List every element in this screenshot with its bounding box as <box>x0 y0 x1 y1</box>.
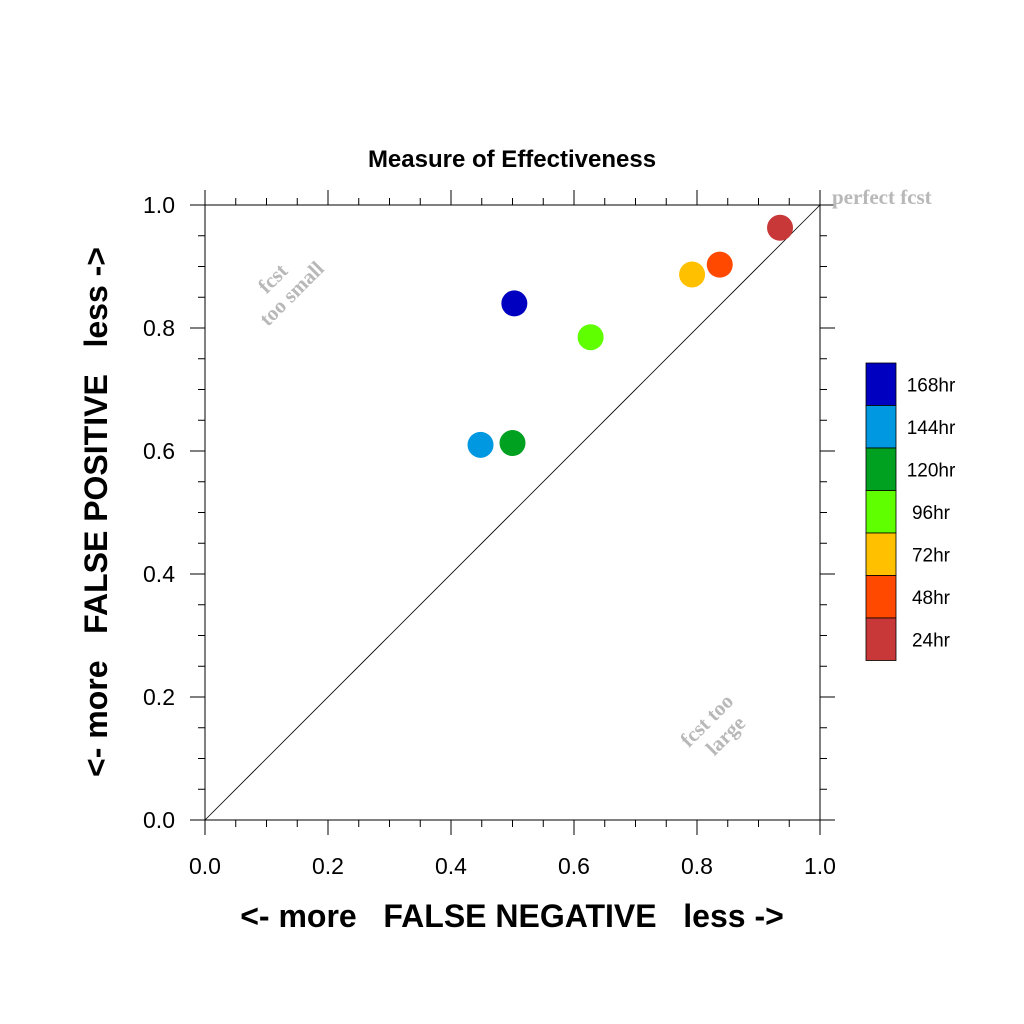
legend-swatch-168hr <box>865 362 897 406</box>
legend-swatch-96hr <box>865 490 897 534</box>
legend-label-72hr: 72hr <box>912 545 951 566</box>
point-168hr <box>501 290 528 317</box>
y-tick-label: 0.2 <box>143 684 175 710</box>
x-tick-label: 0.2 <box>312 853 344 879</box>
y-axis-title: <- more FALSE POSITIVE less -> <box>78 247 114 777</box>
legend-label-144hr: 144hr <box>907 418 956 439</box>
annotation-fcst-too-small: fcst too small <box>237 239 328 330</box>
x-axis-title: <- more FALSE NEGATIVE less -> <box>240 898 784 934</box>
point-72hr <box>679 261 706 288</box>
point-48hr <box>706 251 733 278</box>
diagonal-reference-line <box>204 204 821 821</box>
point-144hr <box>467 431 494 458</box>
axis-ticks: 0.0 0.2 0.4 0.6 0.8 1.0 0.0 0.2 0.4 0.6 0.8 1.0 <box>143 190 836 879</box>
point-96hr <box>577 324 604 351</box>
legend-label-96hr: 96hr <box>912 503 951 524</box>
legend-swatch-144hr <box>865 405 897 449</box>
legend-swatch-24hr <box>865 617 897 661</box>
y-tick-label: 0.8 <box>143 315 175 341</box>
legend-label-48hr: 48hr <box>912 588 951 609</box>
x-tick-label: 0.8 <box>681 853 713 879</box>
y-tick-label: 0.6 <box>143 438 175 464</box>
point-24hr <box>767 214 794 241</box>
y-tick-label: 0.4 <box>143 561 175 587</box>
data-points <box>467 214 794 458</box>
legend-label-168hr: 168hr <box>907 375 956 396</box>
y-tick-label: 1.0 <box>143 192 175 218</box>
legend-swatch-72hr <box>865 532 897 576</box>
legend-label-24hr: 24hr <box>912 630 951 651</box>
x-tick-label: 0.6 <box>558 853 590 879</box>
legend-label-120hr: 120hr <box>907 460 956 481</box>
point-120hr <box>499 430 526 457</box>
legend: 168hr 144hr 120hr 96hr 72hr 48hr 24hr <box>865 362 956 661</box>
y-tick-label: 0.0 <box>143 807 175 833</box>
x-tick-label: 0.0 <box>189 853 221 879</box>
annotation-fcst-too-large: fcst too large <box>675 685 758 768</box>
legend-swatch-120hr <box>865 447 897 491</box>
x-tick-label: 1.0 <box>804 853 836 879</box>
chart-title: Measure of Effectiveness <box>368 146 656 173</box>
x-tick-label: 0.4 <box>435 853 467 879</box>
legend-swatch-48hr <box>865 575 897 619</box>
annotation-perfect-fcst: perfect fcst <box>832 185 932 209</box>
